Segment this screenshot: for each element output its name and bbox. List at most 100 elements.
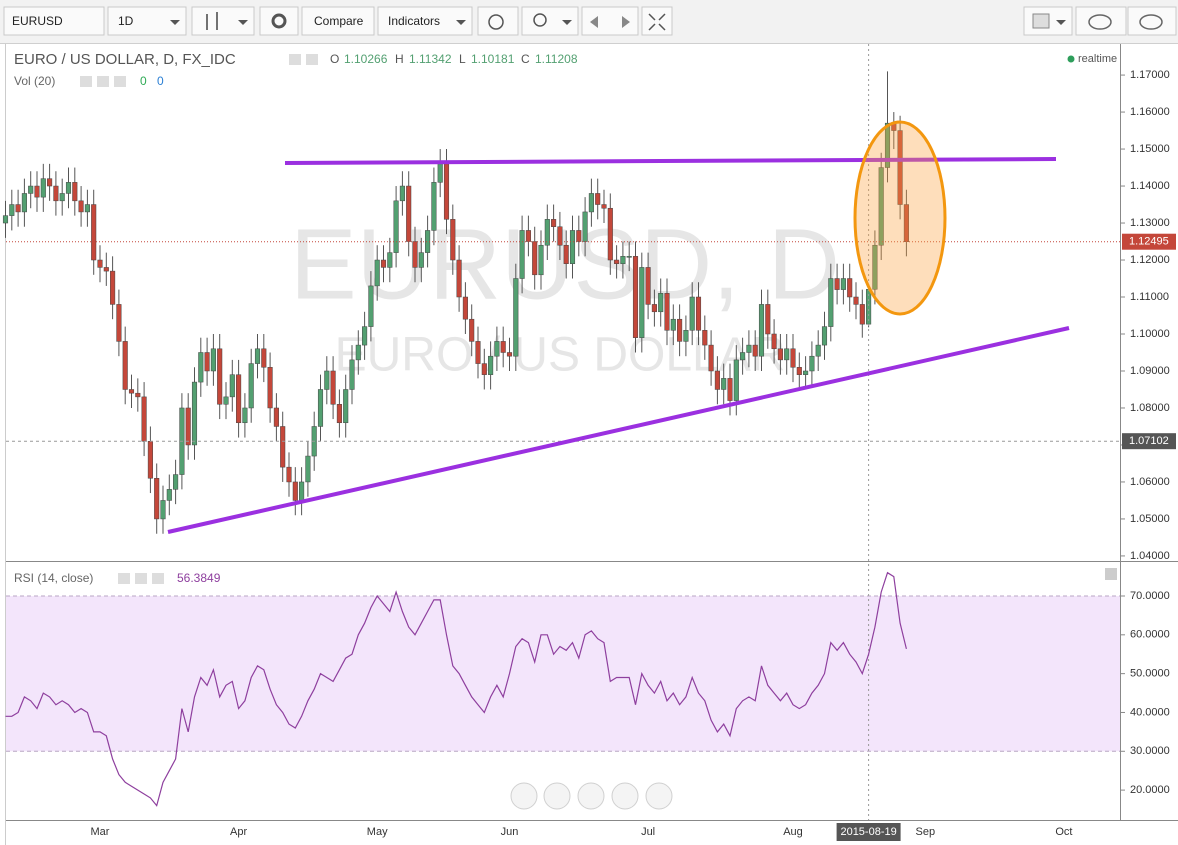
candle-body [689,296,695,331]
x-tick-label: May [367,826,388,838]
rsi-title: RSI (14, close) [14,571,93,585]
candle-body [620,256,626,264]
candle-body [651,304,657,313]
undo-redo[interactable] [581,6,639,36]
candle-body [803,370,809,375]
candle-body [59,193,65,202]
x-tick-label: Mar [91,826,110,838]
candle-body [380,259,387,268]
candle-body [185,407,191,446]
candle-body [248,363,254,409]
candle-body [853,296,859,305]
series-title: EURO / US DOLLAR, D, FX_IDC [14,51,236,68]
x-tick-label: Jul [641,826,655,838]
candle-body [412,241,418,268]
volume-title: Vol (20) [14,74,55,88]
candle-body [406,185,412,242]
indicators-label[interactable]: Indicators [388,14,440,28]
y-tick-label: 1.15000 [1130,143,1170,155]
candle-body [261,348,267,368]
realtime-dot [1067,55,1075,63]
legend-icon [306,54,318,65]
ohlc-label: H [395,52,404,66]
y-tick-label: 1.08000 [1130,402,1170,414]
dropdown-arrow [170,20,180,25]
y-tick-label: 1.11000 [1130,291,1169,303]
ohlc-value: 1.10266 [344,52,388,66]
candle-body [702,330,708,346]
candle-body [91,204,97,261]
y-tick-label: 50.0000 [1130,668,1170,680]
candle-body [746,344,752,353]
candle-body [393,200,399,253]
candle-body [273,407,279,427]
ohlc-value: 1.11208 [535,52,578,66]
crosshair-date-tag [836,823,901,841]
candle-body [664,293,670,331]
x-tick-label: Jun [501,826,519,838]
candle-body [135,392,141,398]
candle-body [431,182,437,231]
candle-body [569,230,576,264]
compare-label[interactable]: Compare [314,14,364,28]
save-button[interactable] [1127,6,1177,36]
candle-body [305,455,311,483]
alert-button[interactable] [477,6,519,36]
candle-body [670,318,676,331]
interval[interactable]: 1D [118,14,134,28]
candle-body [532,241,538,276]
candle-body [116,304,122,342]
candle-icon [206,12,218,30]
resistance-line [284,157,1057,165]
zoom-out[interactable] [543,782,571,810]
candle-body [443,163,450,220]
y-tick-label: 1.05000 [1130,513,1170,525]
rsi-value: 56.3849 [177,571,221,585]
x-tick-label: Aug [783,826,803,838]
candle-body [576,230,582,242]
highlight-ellipse [853,120,947,316]
load-button[interactable] [1075,6,1127,36]
y-tick-label: 1.13000 [1130,217,1170,229]
candle-body [324,370,330,390]
y-tick-label: 1.06000 [1130,476,1170,488]
candle-body [286,466,292,483]
symbol-box[interactable] [3,6,105,36]
y-tick-label: 1.16000 [1130,106,1170,118]
fullscreen-button[interactable] [641,6,673,36]
pane-maximize[interactable] [1105,568,1117,580]
legend-icon [152,573,164,584]
candle-body [254,348,261,364]
reset[interactable] [577,782,605,810]
candle-body [582,211,588,242]
scroll-right[interactable] [645,782,673,810]
ohlc-label: L [459,52,466,66]
candle-body [292,481,298,501]
candle-body [349,359,355,390]
candle-body [771,333,777,350]
indicators-button[interactable] [377,6,473,36]
scroll-left[interactable] [510,782,538,810]
candle-body [481,363,487,375]
last-price-label: 1.12495 [1129,236,1169,248]
compare-button[interactable] [301,6,375,36]
crosshair-date-label: 2015-08-19 [840,826,896,838]
candle-body [733,359,739,401]
last-price-tag [1122,233,1176,250]
candle-body [658,293,664,313]
candle-body [236,374,242,424]
y-tick-label: 60.0000 [1130,629,1170,641]
symbol[interactable]: EURUSD [12,14,63,28]
candle-body [65,182,72,194]
candle-body [525,230,531,242]
zoom-in[interactable] [611,782,639,810]
candle-body [469,318,475,342]
crosshair-price-tag [1122,433,1176,450]
legend-icon [135,573,147,584]
settings-button[interactable] [259,6,299,36]
rsi-line [5,571,907,807]
candle-body [595,193,601,205]
candle-body [387,252,393,268]
candle-body [166,489,172,501]
y-tick-label: 1.10000 [1130,328,1170,340]
